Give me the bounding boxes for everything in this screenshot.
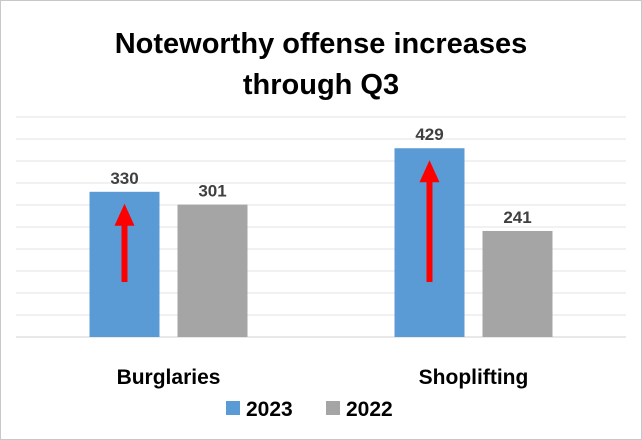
- arrow-head: [419, 160, 440, 183]
- data-labels: 330 301 429 241: [110, 125, 531, 227]
- legend: 2023 2022: [226, 398, 393, 421]
- chart-title-line-2: through Q3: [243, 69, 399, 101]
- data-label-burglaries-2023: 330: [110, 169, 138, 188]
- arrow-head: [114, 203, 135, 226]
- category-label-burglaries: Burglaries: [117, 366, 221, 389]
- bars: [89, 148, 553, 337]
- legend-label-2023: 2023: [246, 398, 293, 421]
- chart-title: Noteworthy offense increases through Q3: [115, 28, 528, 101]
- bar-shoplifting-2022: [482, 230, 553, 337]
- up-arrow-icon: [114, 203, 135, 282]
- bar-burglaries-2022: [177, 204, 248, 337]
- arrow-annotations: [114, 160, 440, 282]
- legend-swatch-2022: [326, 401, 340, 415]
- up-arrow-icon: [419, 160, 440, 282]
- data-label-shoplifting-2023: 429: [415, 125, 443, 144]
- legend-label-2022: 2022: [346, 398, 393, 421]
- data-label-burglaries-2022: 301: [198, 182, 226, 201]
- data-label-shoplifting-2022: 241: [503, 208, 531, 227]
- chart-title-line-1: Noteworthy offense increases: [115, 28, 528, 60]
- legend-swatch-2023: [226, 401, 240, 415]
- category-labels: Burglaries Shoplifting: [117, 366, 529, 389]
- category-label-shoplifting: Shoplifting: [419, 366, 529, 389]
